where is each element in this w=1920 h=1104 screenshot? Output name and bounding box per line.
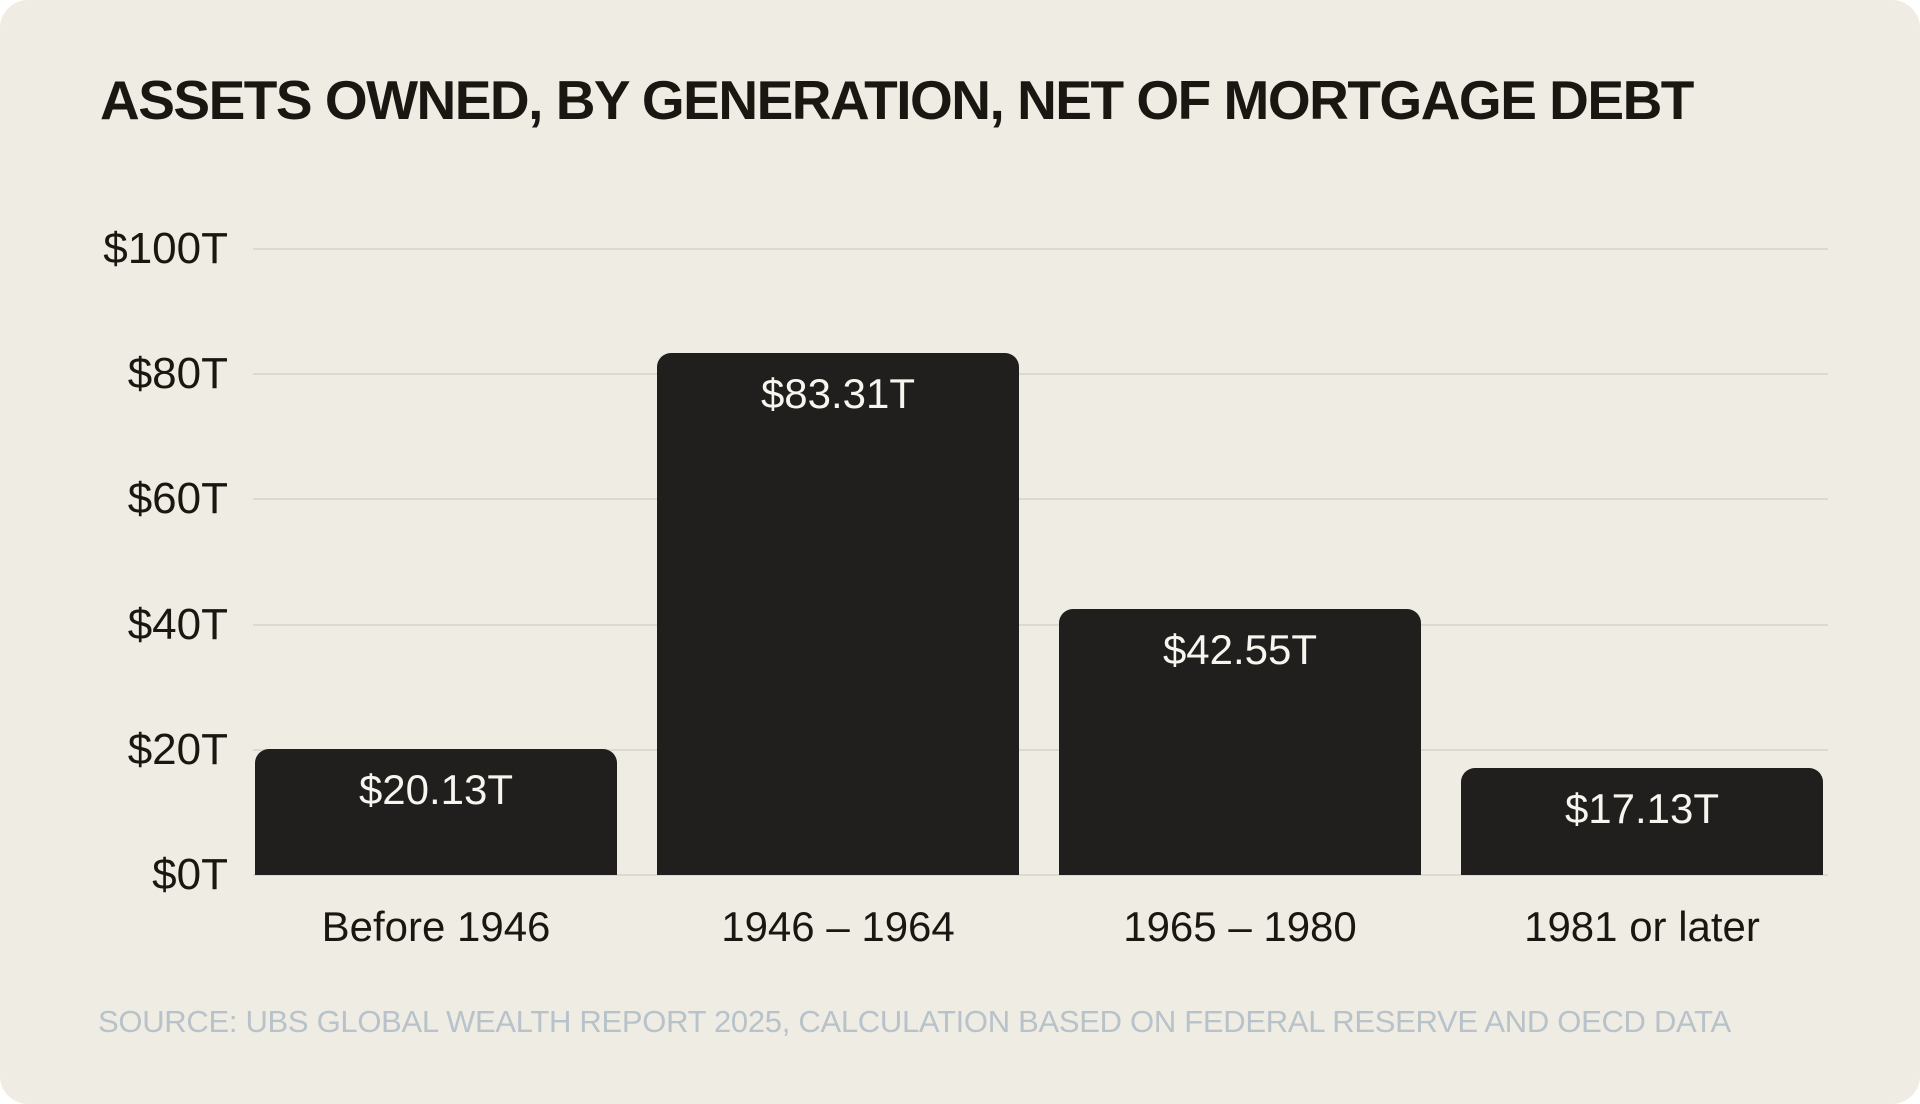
y-tick-label: $60T [127,474,228,524]
x-tick-label: 1965 – 1980 [1123,903,1357,950]
source-attribution: SOURCE: UBS GLOBAL WEALTH REPORT 2025, C… [98,1004,1731,1039]
y-tick-label: $40T [127,599,228,649]
gridline-$80T [253,373,1828,376]
bar-1965 – 1980: $42.55T [1059,608,1421,875]
chart-title: ASSETS OWNED, BY GENERATION, NET OF MORT… [100,69,1694,131]
bar-value-label: $42.55T [1162,625,1318,673]
y-tick-label: $80T [127,349,228,399]
y-tick-label: $100T [103,224,228,273]
x-tick-label: 1946 – 1964 [721,903,955,950]
y-tick-label: $20T [127,724,228,774]
bar-value-label: $17.13T [1564,784,1720,832]
gridline-$20T [253,748,1828,751]
gridline-$60T [253,498,1828,501]
y-tick-label: $0T [152,850,228,899]
gridline-$0T [253,874,1828,876]
x-tick-label: 1981 or later [1524,903,1760,950]
bar-value-label: $20.13T [358,765,514,813]
gridline-$40T [253,623,1828,626]
bar-1981 or later: $17.13T [1461,767,1823,875]
x-tick-label: Before 1946 [321,903,551,950]
bar-1946 – 1964: $83.31T [657,353,1019,875]
bar-value-label: $83.31T [760,370,916,418]
gridline-$100T [253,248,1828,250]
bar-Before 1946: $20.13T [255,748,617,875]
